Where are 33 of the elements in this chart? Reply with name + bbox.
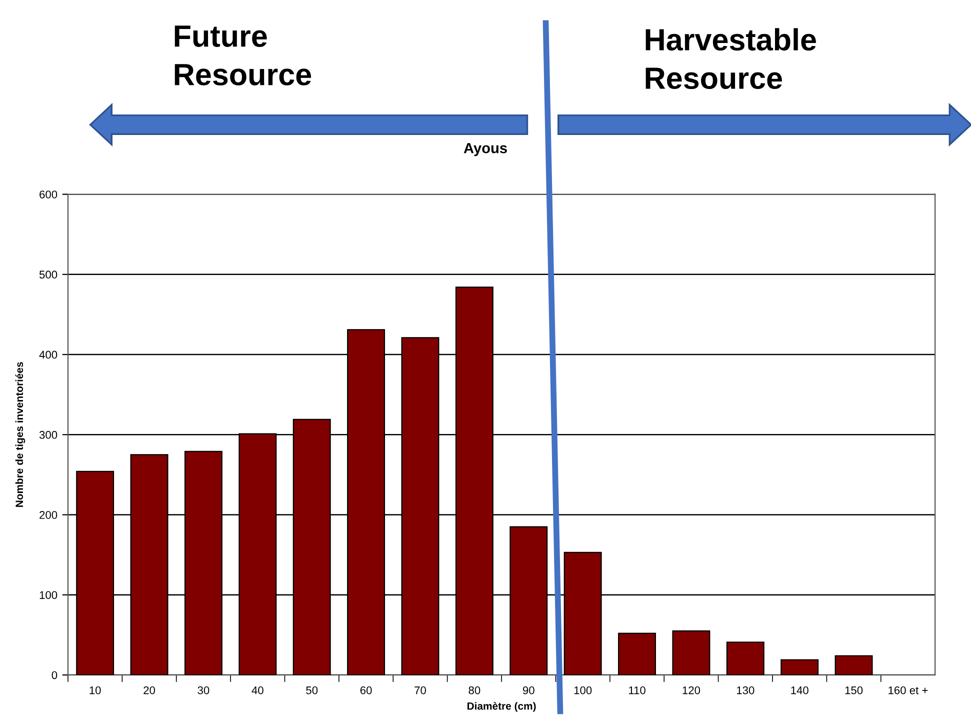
y-tick-label: 300 — [39, 430, 58, 439]
x-tick-label: 70 — [414, 686, 426, 694]
y-tick-label: 200 — [40, 511, 58, 519]
x-tick-label: 150 — [845, 686, 863, 694]
x-tick-label: 30 — [198, 686, 210, 694]
y-tick-label: 600 — [40, 190, 58, 198]
x-tick-label: 50 — [306, 686, 318, 694]
x-tick-label: 110 — [628, 686, 646, 694]
bar — [726, 642, 764, 675]
x-tick-label: 160 et + — [888, 686, 928, 694]
bar — [672, 630, 710, 675]
chart-title: Ayous — [464, 143, 507, 156]
bar — [780, 659, 819, 675]
y-tick-label: 400 — [39, 350, 58, 359]
x-tick-label: 10 — [90, 686, 101, 694]
x-tick-label: 100 — [574, 686, 592, 694]
x-tick-label: 40 — [252, 686, 264, 694]
bar — [618, 632, 656, 675]
text: Future Resource — [174, 26, 312, 86]
x-tick-label: 60 — [360, 686, 372, 694]
x-axis-title: Diamètre (cm) — [467, 702, 536, 712]
x-tick-label: 90 — [522, 686, 534, 694]
x-tick-label: 120 — [682, 686, 700, 694]
y-axis-title: Nombre de tiges inventoriées — [15, 362, 26, 507]
text: Harvestable Resource — [646, 28, 816, 90]
x-tick-label: 140 — [791, 686, 808, 694]
y-tick-label: 100 — [40, 591, 58, 599]
x-tick-label: 130 — [736, 686, 754, 694]
y-tick-label: 500 — [39, 270, 58, 279]
x-tick-label: 20 — [144, 686, 156, 694]
x-tick-label: 80 — [468, 686, 480, 694]
y-tick-label: 0 — [52, 671, 58, 680]
bar — [834, 655, 873, 675]
